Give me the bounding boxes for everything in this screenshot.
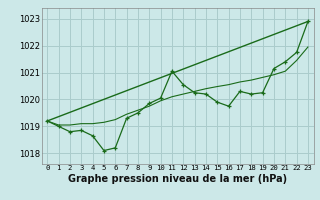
X-axis label: Graphe pression niveau de la mer (hPa): Graphe pression niveau de la mer (hPa)	[68, 174, 287, 184]
